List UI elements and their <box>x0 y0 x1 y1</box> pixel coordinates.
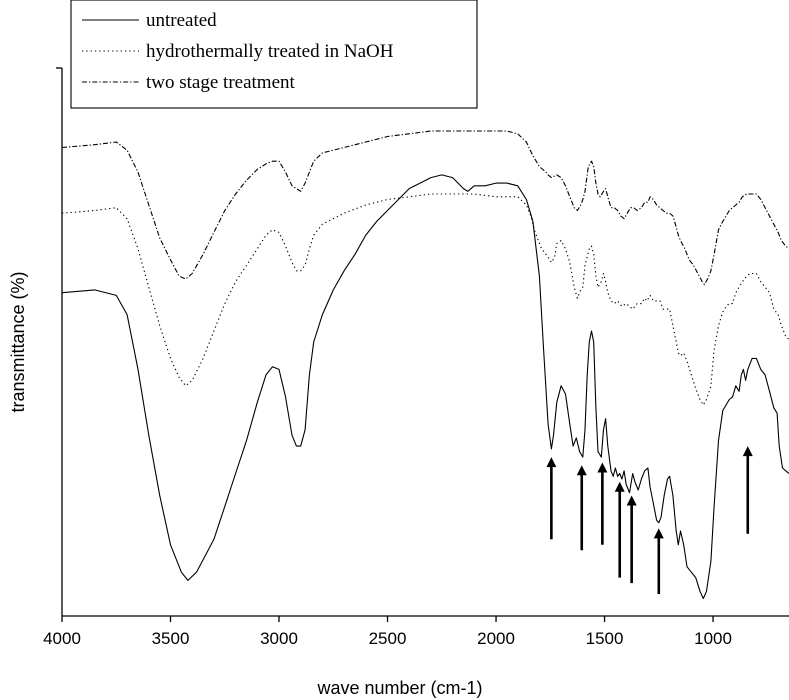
peak-arrow-head <box>597 462 608 473</box>
x-tick-label: 3000 <box>260 629 298 648</box>
x-tick-label: 1000 <box>694 629 732 648</box>
peak-arrow-head <box>614 481 625 492</box>
x-tick-label: 1500 <box>586 629 624 648</box>
legend-box <box>70 0 478 109</box>
series-line-3 <box>61 130 789 286</box>
x-axis-title: wave number (cm-1) <box>316 678 482 698</box>
legend-label-3: two stage treatment <box>146 72 296 93</box>
peak-arrow-head <box>576 465 587 476</box>
peak-arrow-head <box>742 446 753 457</box>
x-axis-ticks: 4000 3500 3000 2500 2000 1500 1000 <box>43 616 732 648</box>
chart-axes <box>56 67 789 617</box>
peak-arrow-head <box>626 495 637 506</box>
peak-arrow-head <box>653 528 664 539</box>
legend-label-1: untreated <box>146 10 217 31</box>
peak-arrow-head <box>546 457 557 468</box>
legend-label-2: hydrothermally treated in NaOH <box>146 41 394 62</box>
x-tick-label: 2000 <box>477 629 515 648</box>
series-line-1 <box>61 174 789 600</box>
x-tick-label: 2500 <box>369 629 407 648</box>
spectrum-lines <box>61 130 789 600</box>
y-axis-title: transmittance (%) <box>8 271 28 412</box>
peak-arrows <box>546 446 753 595</box>
legend: untreated hydrothermally treated in NaOH t… <box>70 0 478 109</box>
x-tick-label: 3500 <box>152 629 190 648</box>
series-line-2 <box>61 193 789 406</box>
x-tick-label: 4000 <box>43 629 81 648</box>
